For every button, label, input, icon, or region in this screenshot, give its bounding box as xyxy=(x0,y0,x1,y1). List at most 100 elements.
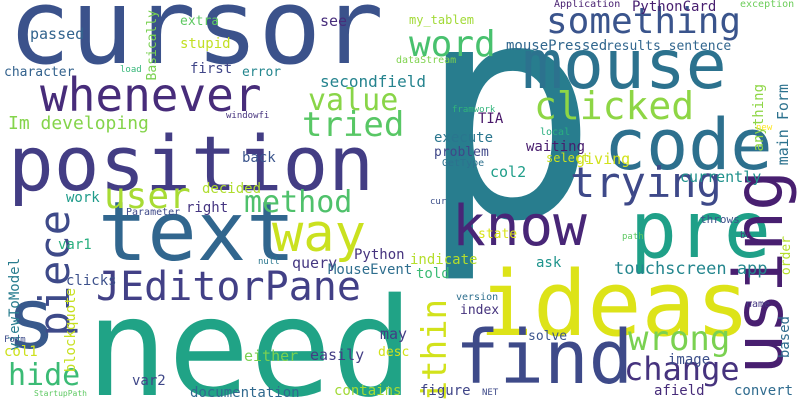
word-windowfi: windowfi xyxy=(226,111,270,121)
word-br: br xyxy=(740,231,751,241)
word-startuppath: StartupPath xyxy=(34,389,87,398)
word-find: find xyxy=(455,315,634,400)
word-waiting: waiting xyxy=(526,139,586,155)
word-null: null xyxy=(258,257,280,267)
word-text: text xyxy=(98,185,296,280)
word-contains: contains xyxy=(334,383,402,399)
word-pythoncard: PythonCard xyxy=(632,0,717,15)
word-passed: passed xyxy=(30,25,85,43)
word-tia: TIA xyxy=(478,111,504,127)
word-execute: execute xyxy=(434,130,494,146)
word-method: method xyxy=(244,185,353,220)
word-told: told xyxy=(416,266,450,282)
word-trying: trying xyxy=(570,158,722,207)
word-whenever: whenever xyxy=(40,68,262,122)
word-see: see xyxy=(320,12,348,30)
word-wrong: wrong xyxy=(628,319,731,359)
word-net: NET xyxy=(482,388,499,398)
word-select: select xyxy=(546,151,590,165)
word-change: change xyxy=(624,350,740,388)
word-exception: exception xyxy=(740,0,795,10)
word-currently: currently xyxy=(680,168,762,186)
word-p: p xyxy=(418,0,599,287)
word-documentation: documentation xyxy=(190,385,300,400)
word-col1: col1 xyxy=(4,344,38,360)
word-anything: anything xyxy=(751,84,767,152)
word-based: based xyxy=(777,316,793,359)
word-afield: afield xyxy=(654,383,705,399)
word-work: work xyxy=(66,190,100,206)
word-query: query xyxy=(292,254,338,272)
word-convert: convert xyxy=(734,383,794,399)
word-figure: figure xyxy=(420,383,471,399)
word-blockquote: blockquote xyxy=(63,288,79,373)
word-mousepressed: mousePressed xyxy=(506,38,608,54)
word-back: back xyxy=(242,150,276,166)
word-extra: extra xyxy=(180,14,220,29)
word-need: need xyxy=(86,270,414,400)
word-form: Form xyxy=(4,335,26,345)
word-mouse: mouse xyxy=(522,26,727,105)
word-indicate: indicate xyxy=(410,252,478,268)
word-first: first xyxy=(190,61,233,77)
word-solve: solve xyxy=(528,329,568,344)
word-desc: desc xyxy=(378,345,410,360)
word-something: something xyxy=(546,1,742,42)
word-cur: cur xyxy=(430,197,447,207)
word-position: position xyxy=(8,119,375,208)
word-order: order xyxy=(779,236,794,276)
word-tried: tried xyxy=(302,105,405,145)
word-way: way xyxy=(272,204,366,264)
word-local: local xyxy=(540,127,571,138)
word-easily: easily xyxy=(310,346,365,364)
word-gettype: GetType xyxy=(442,158,485,169)
word-error: error xyxy=(242,65,282,80)
word-jeditorpane: JEditorPane xyxy=(96,264,361,310)
word-var1: var1 xyxy=(58,237,92,253)
word-new: new xyxy=(756,123,773,133)
word-giving: giving xyxy=(576,150,631,168)
word-python: Python xyxy=(354,247,405,263)
word-decided: decided xyxy=(202,181,262,197)
word-secondfield: secondfield xyxy=(320,72,426,91)
word-state: state xyxy=(478,227,518,242)
word-main-form: main Form xyxy=(774,84,792,166)
word-cursor: cursor xyxy=(8,0,384,88)
word-user: user xyxy=(104,176,191,217)
word-path: path xyxy=(622,232,644,242)
word-image: image xyxy=(668,352,711,368)
word-pre: pre xyxy=(630,186,771,276)
word-word: word xyxy=(409,24,496,65)
word-either: either xyxy=(244,347,299,365)
word-application: Application xyxy=(554,0,621,10)
word-may: may xyxy=(380,325,408,343)
word-stupid: stupid xyxy=(180,36,231,52)
word-var2: var2 xyxy=(132,373,166,389)
word-right: right xyxy=(186,200,229,216)
word-name: name xyxy=(746,299,771,310)
word-datastream: dataStream xyxy=(396,55,457,66)
word-framwork: framwork xyxy=(452,105,496,115)
word-im-developing: Im developing xyxy=(8,113,149,134)
word-ideas: ideas xyxy=(479,252,750,357)
word-code: code xyxy=(604,104,773,186)
word-problem: problem xyxy=(434,145,489,160)
word-throws: throws xyxy=(700,213,740,226)
word-clicked: clicked xyxy=(534,84,695,128)
word-touchscreen-app: touchscreen app xyxy=(614,259,768,279)
word-mouseevent: MouseEvent xyxy=(328,262,413,278)
word-know: know xyxy=(452,194,587,259)
word-col2: col2 xyxy=(490,163,527,181)
word-my-tablem: my_tablem xyxy=(409,13,475,27)
word-load: load xyxy=(120,65,142,75)
word-index: index xyxy=(460,303,500,318)
word-results-sentence: results sentence xyxy=(606,39,732,54)
word-value: value xyxy=(308,83,399,118)
word-version: version xyxy=(456,292,499,303)
word-s: s xyxy=(6,270,57,368)
word-basically: Basically xyxy=(145,10,160,81)
word-character: character xyxy=(4,65,75,80)
word-hide: hide xyxy=(8,358,81,393)
word-ask: ask xyxy=(536,255,562,271)
